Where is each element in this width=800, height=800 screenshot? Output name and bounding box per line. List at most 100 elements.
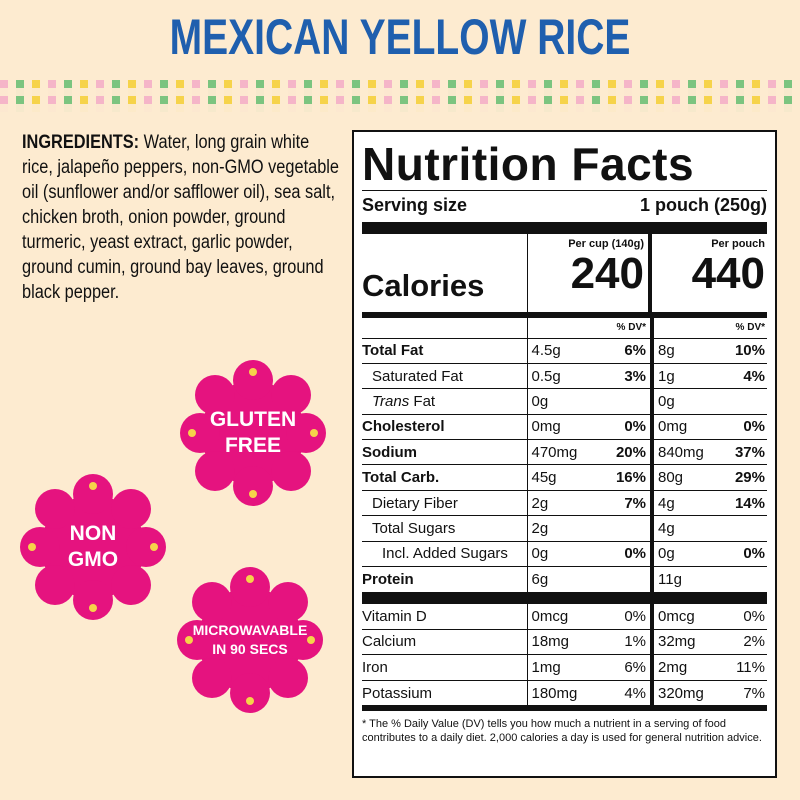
nutrient-value: 0% [707,541,767,568]
vitamin-value: 32mg [652,629,707,656]
nutrient-label-prefix: Trans [372,392,410,410]
nutrient-row: Total Carb. 45g 16% 80g 29% [362,464,767,491]
nutrient-value: 470mg [526,439,582,466]
vitamin-value: 18mg [526,629,582,656]
ingredients-block: INGREDIENTS: Water, long grain white ric… [22,130,340,305]
nutrient-row: Protein 6g 11g [362,566,767,592]
nutrient-table: % DV* % DV* Total Fat 4.5g 6% 8g 10% Saturate… [362,318,767,592]
nutrient-value: 2g [526,515,582,542]
gluten-free-text: GLUTEN FREE [209,408,297,457]
nutrient-value: 6g [526,566,582,592]
nutrient-label-text: Incl. Added Sugars [382,545,508,563]
non-gmo-text: NON GMO [67,522,119,571]
nutrient-value: 8g [652,338,707,364]
dv-header: % DV* [707,318,767,339]
ingredients-text: Water, long grain white rice, jalapeño p… [22,132,340,303]
nutrient-value: 7% [582,490,654,517]
serving-size-value: 1 pouch (250g) [639,195,767,215]
vitamin-label: Potassium [362,684,433,702]
vitamin-value: 6% [582,654,654,681]
vitamin-row: Iron 1mg 6% 2mg 11% [362,654,767,681]
vitamin-label: Calcium [362,629,527,656]
nutrient-value: 0g [526,541,582,568]
nutrient-value: 3% [582,363,654,390]
nutrient-value: 0g [652,541,707,568]
nutrient-value: 840mg [652,439,707,466]
vitamin-value: 11% [707,654,767,681]
non-gmo-badge: NON GMO [18,472,168,622]
nutrient-label-text: Sodium [362,443,417,461]
nutrient-value: 0g [652,388,707,415]
vitamin-value: 320mg [658,684,704,702]
vitamin-value: 1% [582,629,654,656]
vitamin-label: Iron [362,654,527,681]
nutrient-row: Sodium 470mg 20% 840mg 37% [362,439,767,466]
vitamin-value: 2% [707,629,767,656]
nutrient-value: 1g [652,363,707,390]
flower-badge-icon [177,567,323,713]
thick-divider [362,591,767,604]
vitamin-row: Potassium 180mg 4% 320mg 7% [362,680,767,706]
nutrient-value: 20% [582,439,654,466]
nutrient-row: Total Sugars 2g 4g [362,515,767,542]
calories-cup-value: 240 [570,249,644,298]
microwavable-text: MICROWAVABLE IN 90 SECS [192,622,308,657]
calories-per-cup: Per cup (140g) 240 [527,234,652,312]
dv-header: % DV* [582,318,654,339]
nutrient-value: 0g [526,388,582,415]
nutrient-label: Protein [362,567,527,592]
divider [362,190,767,191]
nutrient-label: Saturated Fat [362,363,527,390]
nutrient-value [582,388,654,415]
footnote: * The % Daily Value (DV) tells you how m… [362,718,762,745]
nutrient-label-text: Fat [413,392,436,410]
vitamin-value: 0mcg [526,603,582,630]
nutrient-label: Total Carb. [362,464,527,491]
nutrient-value: 0.5g [526,363,582,390]
serving-size-row: Serving size 1 pouch (250g) [362,191,767,222]
vitamin-row: Vitamin D 0mcg 0% 0mcg 0% [362,603,767,630]
nutrient-value: 4g [652,490,707,517]
nutrient-value: 11g [658,570,682,588]
calories-pouch-value: 440 [691,249,765,298]
nutrient-value: 0mg [526,414,582,441]
nutrient-value: 45g [526,464,582,491]
nutrient-value [707,567,767,592]
nutrient-label-text: Total Sugars [372,519,456,537]
product-title: MEXICAN YELLOW RICE [169,9,631,65]
nutrient-label-text: Cholesterol [362,418,445,436]
dv-header-row: % DV* % DV* [362,318,767,339]
flower-badge-icon [20,474,166,620]
nutrient-value [582,566,654,592]
nutrient-value: 80g [652,464,707,491]
nutrient-value: 29% [707,464,767,491]
nutrient-value: 6% [582,338,654,364]
vitamin-value: 180mg [526,680,582,706]
nutrient-value: 0% [582,414,654,441]
calories-label: Calories [362,268,485,303]
nutrition-facts-title: Nutrition Facts [362,138,695,190]
nutrient-value: 14% [707,490,767,517]
nutrient-row: Saturated Fat 0.5g 3% 1g 4% [362,363,767,390]
nutrient-label: Incl. Added Sugars [362,541,527,568]
nutrient-row: Cholesterol 0mg 0% 0mg 0% [362,414,767,441]
nutrient-value [582,515,654,542]
nutrient-value: 4.5g [526,338,582,364]
checker-border [0,80,800,112]
nutrient-value: 0% [707,414,767,441]
nutrient-label-text: Dietary Fiber [372,494,458,512]
nutrient-label: Dietary Fiber [362,490,527,517]
nutrient-label: Cholesterol [362,414,527,441]
nutrient-row: Dietary Fiber 2g 7% 4g 14% [362,490,767,517]
nutrient-value: 16% [582,464,654,491]
nutrient-label-text: Total Fat [362,342,424,360]
nutrient-value: 0% [582,541,654,568]
nutrient-row: Total Fat 4.5g 6% 8g 10% [362,338,767,364]
nutrient-value [707,515,767,542]
nutrient-value: 10% [707,338,767,364]
per-pouch-label: Per pouch [711,238,765,250]
nutrient-label: Total Fat [362,338,527,364]
vitamin-value: 1mg [526,654,582,681]
nutrient-row: Trans Fat 0g 0g [362,388,767,415]
nutrient-value: 2g [526,490,582,517]
